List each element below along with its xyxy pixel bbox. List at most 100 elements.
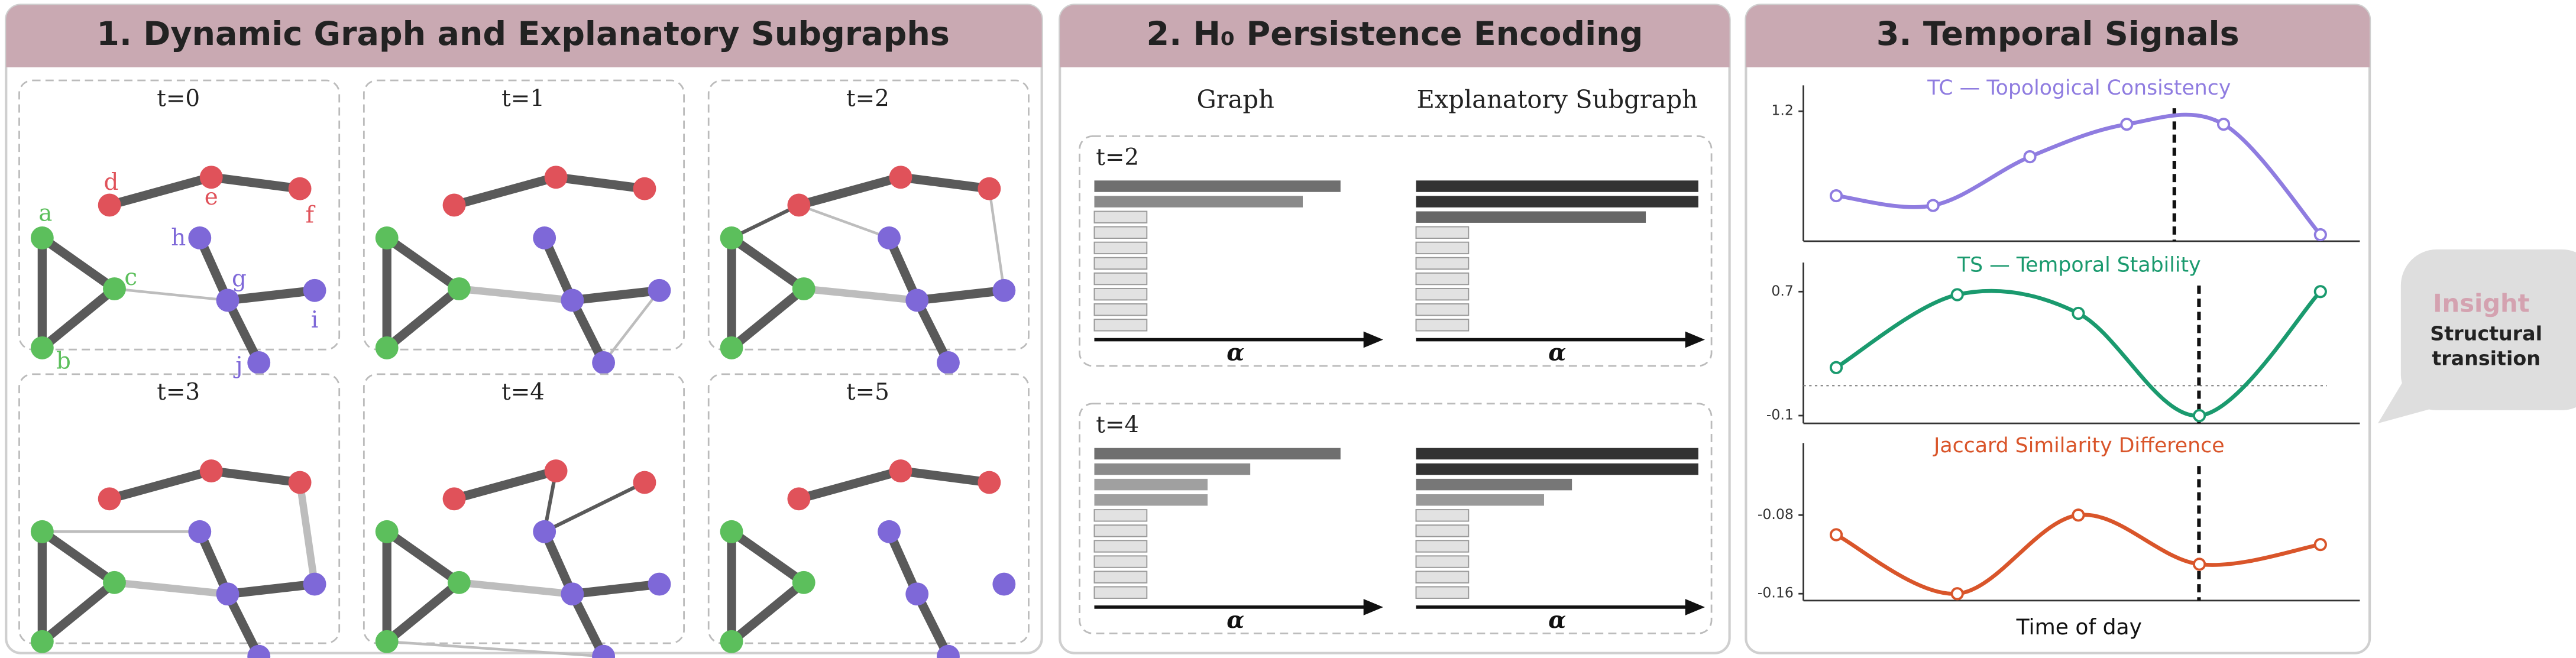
edge: [382, 233, 464, 294]
panel-2: 2. H₀ Persistence Encoding Graph Explana…: [1059, 4, 1731, 654]
node: [288, 471, 312, 494]
node: [303, 572, 326, 596]
barcode-bar: [1415, 303, 1470, 316]
node-label: j: [233, 353, 242, 380]
node-label: c: [124, 264, 137, 291]
row-frame: [1079, 135, 1713, 367]
callout-title: Insight: [2433, 289, 2529, 317]
barcode-bar: [1415, 319, 1470, 332]
barcode-bar: [1093, 257, 1148, 270]
edge: [568, 286, 664, 305]
axis-label: α: [1548, 607, 1566, 634]
snapshot-label: t=1: [501, 85, 545, 112]
node: [633, 177, 656, 200]
node-label: e: [205, 184, 218, 210]
node: [216, 289, 240, 312]
barcode-bar: [1416, 211, 1646, 223]
barcode-bar: [1416, 196, 1698, 208]
edge: [912, 286, 1009, 305]
node: [98, 487, 121, 511]
edge: [449, 466, 561, 504]
edge: [37, 527, 119, 587]
barcode-bar: [1094, 478, 1208, 491]
edge: [912, 589, 953, 658]
node: [544, 166, 568, 189]
node: [978, 471, 1001, 494]
edge: [727, 527, 808, 587]
node: [442, 193, 466, 217]
data-point: [2216, 118, 2231, 131]
edge: [37, 284, 119, 353]
data-point: [2313, 285, 2327, 299]
node-label: d: [103, 169, 118, 196]
data-point: [2023, 150, 2037, 164]
barcode-bar: [1416, 180, 1698, 192]
column-header: Graph: [1196, 85, 1274, 114]
edge: [797, 203, 891, 239]
node: [978, 177, 1001, 200]
barcode-bar: [1093, 226, 1148, 239]
edge: [385, 640, 605, 658]
data-point: [1829, 361, 1843, 374]
node: [447, 571, 471, 594]
edge: [568, 589, 609, 658]
snapshot-frame: [18, 373, 341, 644]
node: [561, 582, 584, 606]
edge: [988, 187, 1006, 292]
node: [533, 226, 556, 249]
node: [720, 520, 743, 543]
edge: [37, 233, 119, 294]
node: [792, 277, 815, 300]
y-tick-label: 0.7: [1771, 283, 1794, 299]
data-point: [1926, 199, 1940, 212]
edge: [455, 285, 577, 304]
edge: [382, 578, 464, 646]
barcode-bar: [1415, 571, 1470, 584]
snapshot: t=2: [707, 79, 1030, 374]
barcode-bar: [1093, 272, 1148, 286]
node: [787, 193, 811, 217]
node: [375, 520, 399, 543]
panel-header: [1746, 5, 2370, 67]
edge: [896, 466, 994, 487]
node: [633, 471, 656, 494]
edge: [111, 579, 232, 598]
axis-label: α: [1226, 340, 1244, 367]
callout-tail: [2377, 374, 2451, 424]
barcode-bar: [1093, 509, 1148, 522]
snapshot-frame: [363, 79, 685, 351]
data-point: [1829, 189, 1843, 203]
node: [188, 226, 212, 249]
x-axis-label: Time of day: [2016, 615, 2142, 640]
barcode-bar: [1093, 540, 1148, 553]
node: [648, 278, 671, 302]
snapshot: t=0 a b c d e f g h i j: [18, 79, 341, 380]
node: [937, 351, 960, 374]
node: [199, 459, 223, 483]
node: [992, 572, 1016, 596]
callout: Insight Structural transition: [2377, 249, 2576, 424]
node: [98, 193, 121, 217]
edge: [727, 233, 808, 294]
callout-text: Structural: [2430, 322, 2542, 345]
barcode-bar: [1093, 586, 1148, 599]
node: [103, 277, 126, 300]
barcode-bar: [1415, 540, 1470, 553]
axis-arrow: [1685, 599, 1705, 615]
barcode-bar: [1415, 272, 1470, 286]
edge: [542, 480, 647, 534]
node: [447, 277, 471, 300]
node-label: b: [56, 348, 71, 374]
snapshot-label: t=5: [846, 379, 889, 406]
callout-bubble: [2400, 249, 2576, 410]
panel-title: 2. H₀ Persistence Encoding: [1146, 15, 1643, 53]
edge: [223, 589, 264, 658]
edge: [727, 578, 808, 646]
edge: [730, 203, 801, 240]
node: [375, 226, 399, 249]
barcode-bar: [1093, 571, 1148, 584]
barcode-bar: [1093, 319, 1148, 332]
panel-header: [1060, 5, 1730, 67]
y-tick-label: -0.08: [1758, 506, 1794, 523]
node-label: h: [171, 225, 186, 251]
